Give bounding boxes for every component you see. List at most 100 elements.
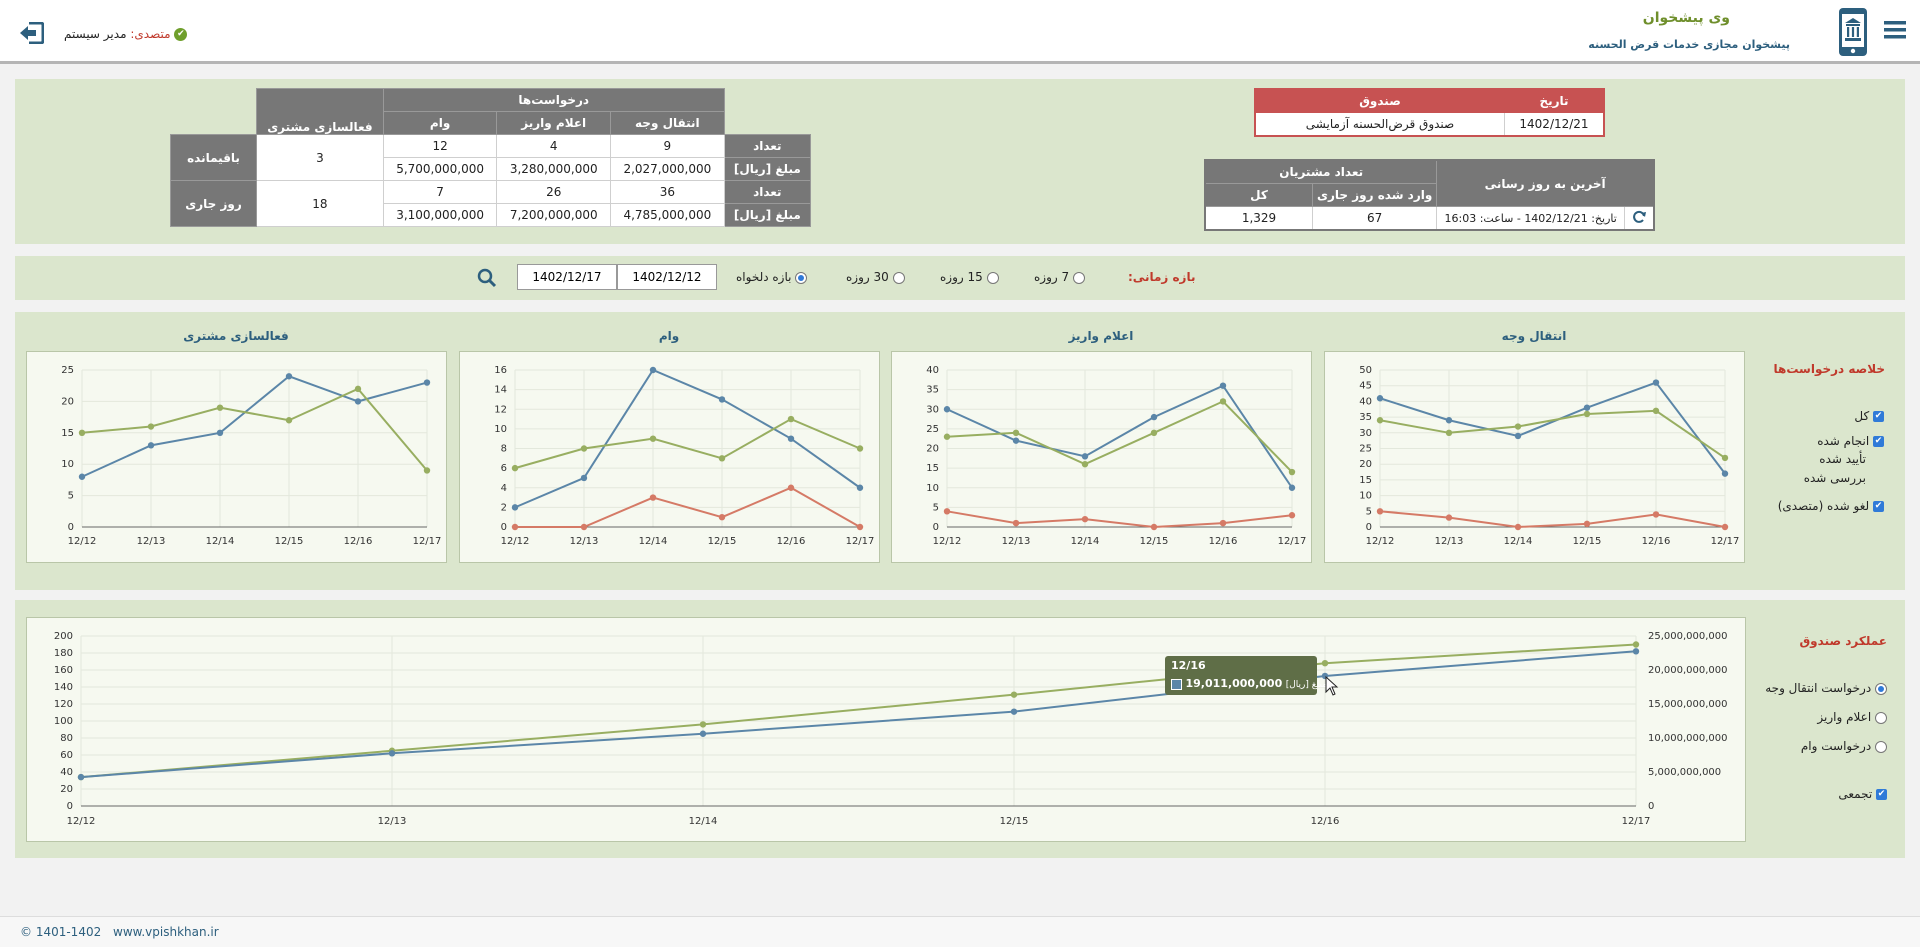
data-point: [1010, 691, 1018, 698]
x-tick-label: 12/12: [67, 816, 96, 827]
total-col-header: کل: [1204, 183, 1313, 207]
legend-done[interactable]: ✔ انجام شده: [1817, 434, 1884, 448]
y-tick-label: 20: [61, 396, 74, 407]
x-tick-label: 12/14: [689, 816, 718, 827]
row-count-label: تعداد: [723, 134, 812, 158]
user-info: ✔ متصدی: مدیر سیستم: [64, 27, 188, 41]
tooltip-value: 19,011,000,000: [1185, 677, 1283, 690]
perf-option-transfer[interactable]: درخواست انتقال وجه: [1765, 681, 1887, 695]
perf-cumulative[interactable]: ✔ تجمعی: [1838, 787, 1887, 801]
y-right-tick-label: 15,000,000,000: [1648, 699, 1728, 710]
y-tick-label: 25: [926, 424, 939, 435]
legend-cancelled-checkbox[interactable]: ✔: [1873, 501, 1884, 512]
data-point: [787, 415, 795, 423]
data-point: [943, 508, 951, 515]
x-tick-label: 12/17: [1622, 816, 1651, 827]
tooltip-swatch: [1171, 678, 1182, 690]
perf-loan-radio[interactable]: [1875, 740, 1887, 753]
y-tick-label: 10: [61, 459, 74, 470]
data-point: [1219, 519, 1227, 527]
refresh-icon[interactable]: [1624, 206, 1655, 231]
x-tick-label: 12/12: [933, 536, 962, 547]
data-point: [943, 406, 951, 413]
data-point: [1219, 398, 1227, 405]
data-point: [718, 396, 726, 403]
chart-transfer: 0 5 10 15 20 25 30 35 40 45 50 12/12 12/13 12/14 12/15…: [1324, 351, 1745, 563]
data-point: [649, 366, 657, 374]
legend-cancelled[interactable]: ✔ لغو شده (متصدی): [1778, 499, 1884, 513]
y-right-tick-label: 10,000,000,000: [1648, 733, 1728, 744]
period-custom-option[interactable]: بازه دلخواه: [736, 270, 808, 284]
data-point: [1081, 453, 1089, 460]
period-15-label: 15 روزه: [940, 270, 983, 284]
perf-deposit-radio[interactable]: [1875, 711, 1887, 724]
y-tick-label: 30: [926, 404, 939, 415]
period-15-option[interactable]: 15 روزه: [940, 270, 999, 284]
date-from-input[interactable]: [617, 264, 717, 290]
customers-title: تعداد مشتریان: [1204, 159, 1438, 184]
series-line: [514, 368, 861, 509]
period-custom-radio[interactable]: [795, 271, 808, 284]
period-7-radio[interactable]: [1072, 271, 1085, 284]
date-to-input[interactable]: [517, 264, 617, 290]
data-point: [285, 373, 293, 380]
activation-col-header: فعالسازی مشتری: [256, 88, 384, 135]
requests-title: درخواست‌ها: [382, 88, 725, 112]
logout-icon[interactable]: [20, 21, 45, 45]
customers-table: تعداد مشتریان آخرین به روز رسانی کل وارد…: [1204, 159, 1655, 231]
last-update-header: آخرین به روز رسانی: [1436, 159, 1655, 207]
period-15-radio[interactable]: [986, 271, 999, 284]
y-tick-label: 16: [494, 365, 507, 376]
x-tick-label: 12/16: [1642, 536, 1671, 547]
period-30-option[interactable]: 30 روزه: [846, 270, 905, 284]
legend-total-checkbox[interactable]: ✔: [1873, 411, 1884, 422]
y-tick-label: 200: [54, 631, 73, 642]
data-point: [1583, 410, 1591, 418]
x-tick-label: 12/12: [68, 536, 97, 547]
data-point: [1081, 515, 1089, 523]
legend-done-label: انجام شده: [1817, 434, 1870, 448]
x-tick-label: 12/13: [137, 536, 166, 547]
data-point: [1288, 512, 1296, 519]
row-count-label: تعداد: [723, 180, 812, 204]
data-point: [1150, 413, 1158, 421]
series-line: [81, 387, 428, 472]
y-tick-label: 40: [1359, 396, 1372, 407]
data-point: [1583, 404, 1591, 411]
y-tick-label: 140: [54, 682, 73, 693]
footer: © 1401-1402 www.vpishkhan.ir: [0, 916, 1920, 947]
y-tick-label: 25: [61, 365, 74, 376]
perf-transfer-radio[interactable]: [1875, 682, 1887, 695]
data-point: [718, 513, 726, 521]
legend-total[interactable]: ✔ کل: [1854, 409, 1884, 423]
footer-site-link[interactable]: www.vpishkhan.ir: [113, 925, 219, 939]
today-loan-count: 7: [382, 180, 498, 204]
tooltip-title: 12/16: [1171, 659, 1206, 672]
period-30-radio[interactable]: [892, 271, 905, 284]
x-tick-label: 12/15: [708, 536, 737, 547]
perf-option-deposit[interactable]: اعلام واریز: [1817, 710, 1887, 724]
data-point: [1652, 511, 1660, 518]
x-tick-label: 12/17: [846, 536, 875, 547]
y-tick-label: 35: [926, 385, 939, 396]
remaining-deposit-amount: 3,280,000,000: [496, 157, 612, 181]
chart-title-activation: فعالسازی مشتری: [183, 329, 289, 343]
app-logo-icon: [1838, 7, 1868, 57]
perf-cumulative-checkbox[interactable]: ✔: [1876, 789, 1887, 800]
period-7-option[interactable]: 7 روزه: [1034, 270, 1085, 284]
legend-done-checkbox[interactable]: ✔: [1873, 436, 1884, 447]
data-point: [1081, 461, 1089, 468]
x-tick-label: 12/15: [1140, 536, 1169, 547]
data-point: [1288, 484, 1296, 491]
search-icon[interactable]: [477, 268, 497, 288]
performance-title: عملکرد صندوق: [1799, 634, 1887, 648]
y-tick-label: 2: [501, 502, 507, 513]
chart-loan: 0 2 4 6 8 10 12 14 16 12/12 12/13 12/14 12/15 12/16 12…: [459, 351, 880, 563]
menu-icon[interactable]: [1884, 20, 1906, 40]
x-tick-label: 12/13: [1002, 536, 1031, 547]
performance-chart: 0 20 40 60 80 100 120 140 160 180 200 0 5,000,000,00…: [26, 617, 1746, 842]
tooltip-label: مبلغ [ریال]:: [1285, 680, 1330, 690]
y-tick-label: 20: [1359, 459, 1372, 470]
perf-option-loan[interactable]: درخواست وام: [1801, 739, 1887, 753]
perf-transfer-label: درخواست انتقال وجه: [1765, 681, 1872, 695]
